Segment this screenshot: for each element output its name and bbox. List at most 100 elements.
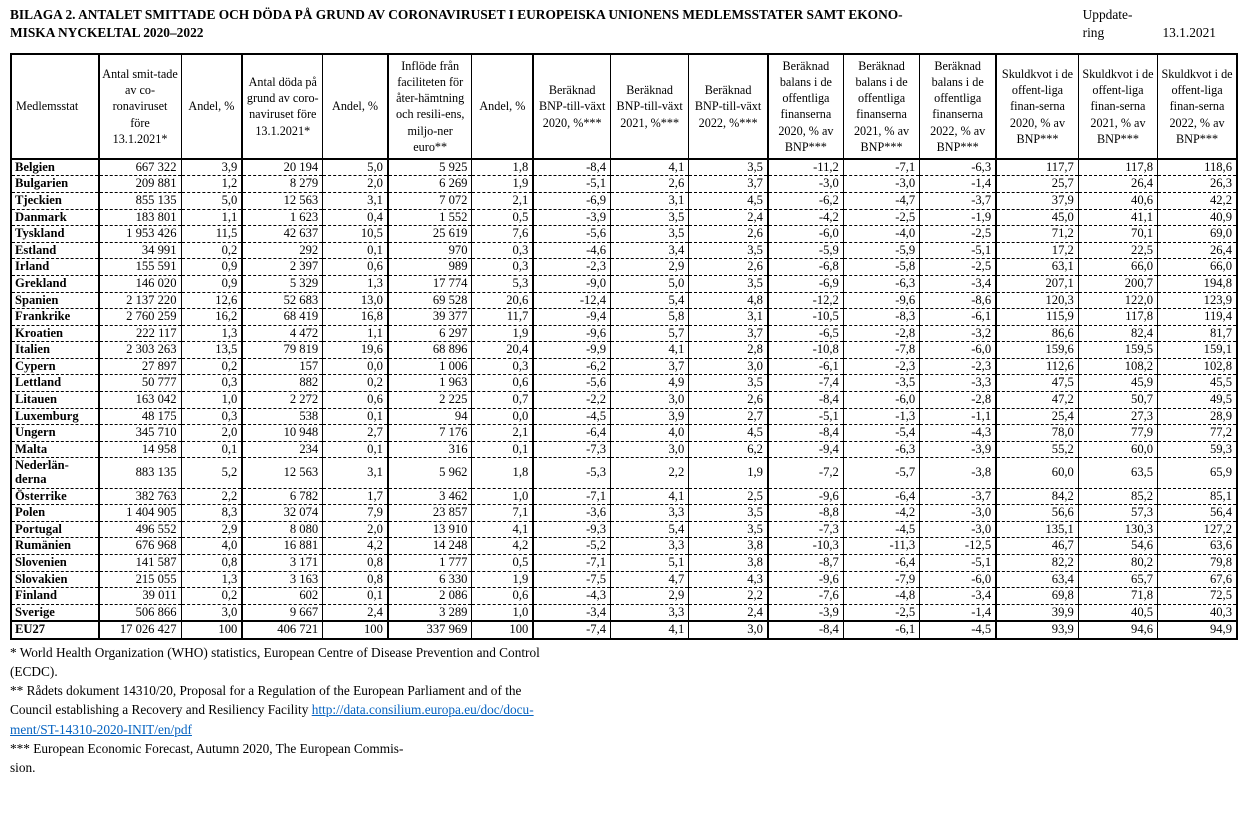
cell-value: 5,4	[610, 291, 689, 309]
cell-value: -10,8	[766, 341, 844, 359]
cell-value: 2 303 263	[97, 341, 181, 359]
cell-value: 1,9	[471, 324, 534, 342]
cell-value: 82,4	[1077, 324, 1158, 342]
cell-value: 27 897	[97, 357, 181, 375]
cell-value: 112,6	[995, 357, 1079, 375]
cell-value: 67,6	[1157, 570, 1237, 588]
column-header: Antal smit-tade av co-ronaviruset före 1…	[97, 54, 181, 160]
cell-value: -9,0	[532, 274, 611, 292]
cell-value: 292	[241, 241, 323, 259]
cell-value: -8,3	[842, 308, 920, 326]
cell-value: 1,0	[180, 391, 243, 409]
country-name: Österrike	[11, 487, 99, 505]
country-name: Ungern	[11, 424, 99, 442]
cell-value: -3,0	[842, 175, 920, 193]
cell-value: 80,2	[1077, 554, 1158, 572]
cell-value: -5,1	[532, 175, 611, 193]
cell-value: 85,1	[1157, 487, 1237, 505]
cell-value: 1,9	[471, 175, 534, 193]
cell-value: 406 721	[241, 620, 323, 639]
cell-value: -8,4	[766, 424, 844, 442]
table-row: Tyskland 1 953 426 11,5 42 637 10,5 25 619 7,6…	[11, 225, 1237, 243]
cell-value: 0,7	[471, 391, 534, 409]
footnote-who: * World Health Organization (WHO) statis…	[10, 644, 540, 680]
cell-value: 0,9	[180, 274, 243, 292]
cell-value: 59,3	[1157, 440, 1237, 458]
cell-value: -6,9	[766, 274, 844, 292]
consilium-link[interactable]: http://data.consilium.europa.eu/doc/docu…	[10, 702, 534, 737]
cell-value: 56,6	[995, 504, 1079, 522]
cell-value: 0,8	[180, 554, 243, 572]
cell-value: 26,4	[1157, 241, 1237, 259]
cell-value: 63,4	[995, 570, 1079, 588]
cell-value: -9,6	[766, 487, 844, 505]
column-header: Beräknad balans i de offentliga finanser…	[766, 54, 844, 160]
cell-value: 7 176	[386, 424, 472, 442]
cell-value: -6,5	[766, 324, 844, 342]
update-date: 13.1.2021	[1162, 25, 1216, 41]
table-row: Italien 2 303 263 13,5 79 819 19,6 68 896 20,4…	[11, 341, 1237, 359]
cell-value: 2,4	[322, 603, 388, 622]
cell-value: 100	[180, 620, 243, 639]
cell-value: 4,0	[180, 537, 243, 555]
cell-value: 1,3	[180, 324, 243, 342]
cell-value: 5,3	[471, 274, 534, 292]
cell-value: 6 297	[386, 324, 472, 342]
cell-value: 2,9	[610, 258, 689, 276]
update-label: Uppdate- ring	[1082, 7, 1133, 41]
cell-value: -9,6	[532, 324, 611, 342]
cell-value: 602	[241, 587, 323, 605]
cell-value: 69,8	[995, 587, 1079, 605]
column-header: Skuldkvot i de offent-liga finan-serna 2…	[1157, 54, 1237, 160]
cell-value: 0,8	[322, 570, 388, 588]
table-row: Slovenien 141 587 0,8 3 171 0,8 1 777 0,5 -7,1 5…	[11, 554, 1237, 572]
cell-value: -3,9	[766, 603, 844, 622]
cell-value: 3,0	[688, 620, 768, 639]
cell-value: 3,5	[688, 504, 768, 522]
column-header: Beräknad balans i de offentliga finanser…	[919, 54, 997, 160]
cell-value: 85,2	[1077, 487, 1158, 505]
cell-value: 316	[386, 440, 472, 458]
cell-value: 222 117	[97, 324, 181, 342]
cell-value: -4,0	[842, 225, 920, 243]
cell-value: 47,2	[995, 391, 1079, 409]
cell-value: -6,4	[842, 554, 920, 572]
country-name: Italien	[11, 341, 99, 359]
cell-value: 234	[241, 440, 323, 458]
cell-value: -3,2	[919, 324, 997, 342]
cell-value: 3,5	[610, 208, 689, 226]
cell-value: 0,9	[180, 258, 243, 276]
cell-value: 2,6	[688, 391, 768, 409]
cell-value: -4,8	[842, 587, 920, 605]
cell-value: 2 086	[386, 587, 472, 605]
cell-value: 0,1	[322, 587, 388, 605]
cell-value: 3 462	[386, 487, 472, 505]
page-title: BILAGA 2. ANTALET SMITTADE OCH DÖDA PÅ G…	[10, 6, 1068, 42]
country-name: Tyskland	[11, 225, 99, 243]
cell-value: 2 760 259	[97, 308, 181, 326]
cell-value: 115,9	[995, 308, 1079, 326]
cell-value: -4,5	[532, 407, 611, 425]
cell-value: 2,5	[688, 487, 768, 505]
cell-value: 46,7	[995, 537, 1079, 555]
cell-value: 1,8	[471, 158, 534, 176]
cell-value: 5,0	[610, 274, 689, 292]
cell-value: 7,1	[471, 504, 534, 522]
cell-value: -5,6	[532, 374, 611, 392]
cell-value: 40,6	[1077, 191, 1158, 210]
cell-value: 3,5	[688, 274, 768, 292]
cell-value: 3,0	[688, 357, 768, 375]
cell-value: 77,9	[1077, 424, 1158, 442]
cell-value: -5,9	[766, 241, 844, 259]
cell-value: -5,9	[842, 241, 920, 259]
cell-value: 16,8	[322, 308, 388, 326]
cell-value: 3,3	[610, 603, 689, 622]
cell-value: 60,0	[1077, 440, 1158, 458]
cell-value: 45,5	[1157, 374, 1237, 392]
cell-value: 4 472	[241, 324, 323, 342]
cell-value: 50,7	[1077, 391, 1158, 409]
cell-value: 71,8	[1077, 587, 1158, 605]
cell-value: 20,6	[471, 291, 534, 309]
cell-value: 506 866	[97, 603, 181, 622]
table-row: Frankrike 2 760 259 16,2 68 419 16,8 39 377 11…	[11, 308, 1237, 326]
